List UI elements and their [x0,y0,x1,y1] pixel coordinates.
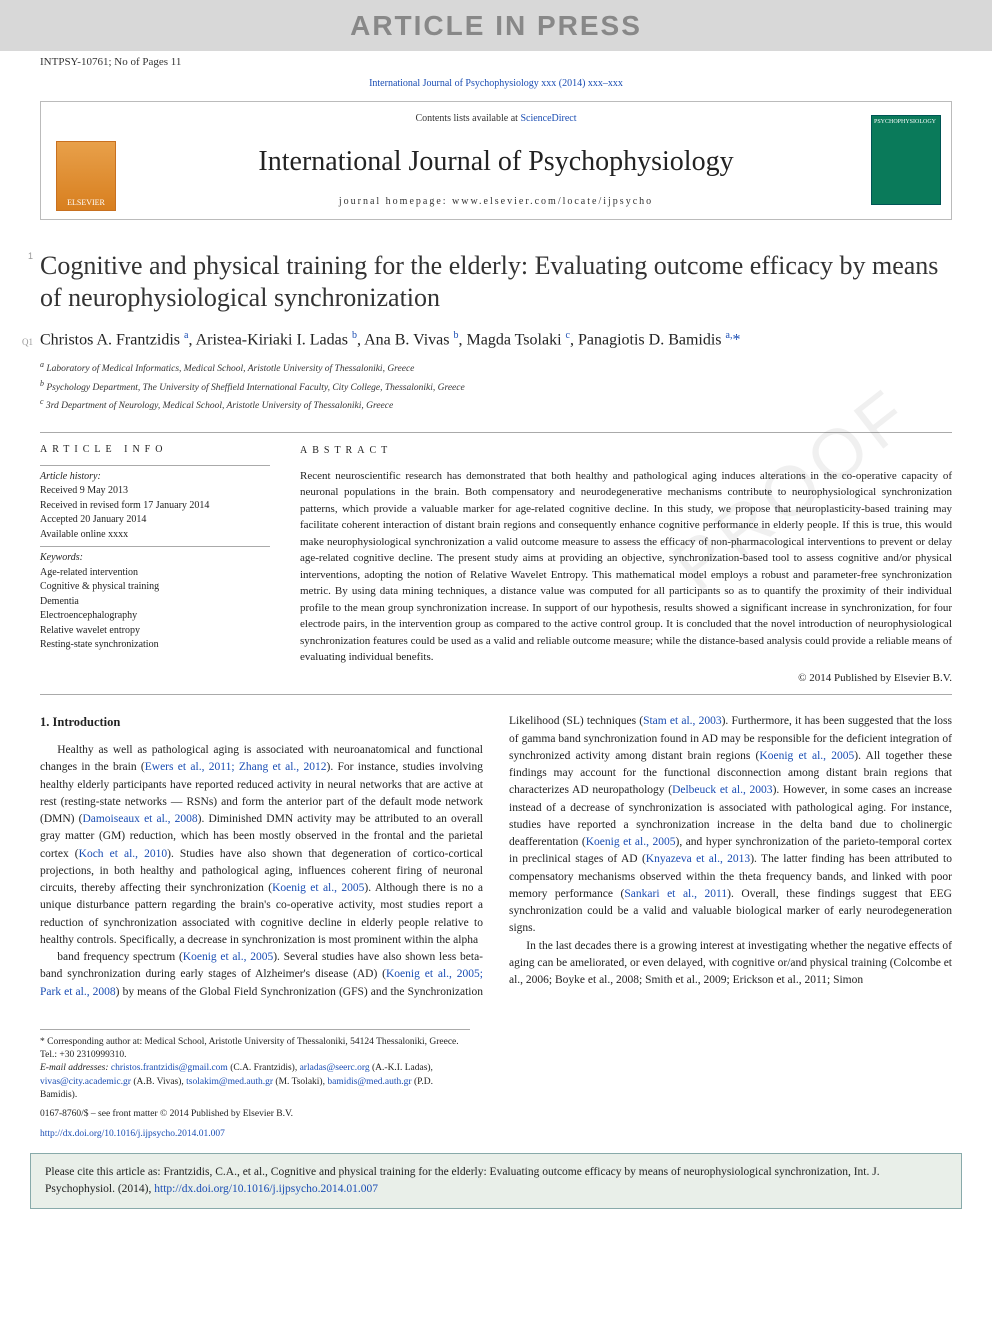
journal-masthead: ELSEVIER Contents lists available at Sci… [40,101,952,220]
abstract-column: abstract Recent neuroscientific research… [300,443,952,687]
journal-reference-line: International Journal of Psychophysiolog… [0,71,992,101]
affiliation-a: a Laboratory of Medical Informatics, Med… [40,359,952,376]
section-1-heading: 1. Introduction [40,713,483,732]
keyword: Age-related intervention [40,567,138,578]
keyword: Dementia [40,596,79,607]
keyword: Relative wavelet entropy [40,625,140,636]
keyword: Cognitive & physical training [40,581,159,592]
keyword: Resting-state synchronization [40,639,159,650]
affiliations: a Laboratory of Medical Informatics, Med… [40,359,952,413]
document-id: INTPSY-10761; No of Pages 11 [0,51,992,70]
journal-cover-thumbnail: PSYCHOPHYSIOLOGY [871,115,941,205]
online-date: Available online xxxx [40,529,128,540]
email-addresses-line: E-mail addresses: christos.frantzidis@gm… [40,1062,470,1102]
keyword: Electroencephalography [40,610,137,621]
elsevier-logo: ELSEVIER [56,141,116,211]
received-date: Received 9 May 2013 [40,485,128,496]
author-list: Christos A. Frantzidis a, Aristea-Kiriak… [40,329,952,352]
citation-box: Please cite this article as: Frantzidis,… [30,1153,962,1210]
revised-date: Received in revised form 17 January 2014 [40,500,209,511]
article-history: Article history: Received 9 May 2013 Rec… [40,470,270,543]
abstract-text: Recent neuroscientific research has demo… [300,468,952,666]
article-in-press-banner: ARTICLE IN PRESS [0,0,992,51]
article-body: PROOF 1 Cognitive and physical training … [0,220,992,1011]
body-two-column: 1. Introduction Healthy as well as patho… [40,713,952,1001]
abstract-heading: abstract [300,443,952,458]
intro-paragraph-1: Healthy as well as pathological aging is… [40,742,483,949]
line-number: 1 [28,250,33,263]
corresponding-author-footnote: * Corresponding author at: Medical Schoo… [40,1029,470,1102]
corresponding-address: * Corresponding author at: Medical Schoo… [40,1036,470,1063]
history-label: Article history: [40,471,101,482]
accepted-date: Accepted 20 January 2014 [40,514,146,525]
intro-paragraph-3: In the last decades there is a growing i… [509,938,952,990]
keywords-label: Keywords: [40,552,83,563]
affiliation-b: b Psychology Department, The University … [40,378,952,395]
article-info-heading: article info [40,443,270,457]
emails-label: E-mail addresses: [40,1063,109,1073]
contents-prefix: Contents lists available at [415,113,520,124]
affiliation-c: c 3rd Department of Neurology, Medical S… [40,396,952,413]
journal-reference-link[interactable]: International Journal of Psychophysiolog… [369,78,623,89]
query-marker: Q1 [22,336,33,349]
journal-homepage-line: journal homepage: www.elsevier.com/locat… [141,195,851,209]
abstract-copyright: © 2014 Published by Elsevier B.V. [300,670,952,687]
sciencedirect-link[interactable]: ScienceDirect [520,113,576,124]
front-matter-line: 0167-8760/$ – see front matter © 2014 Pu… [40,1108,952,1121]
doi-link[interactable]: http://dx.doi.org/10.1016/j.ijpsycho.201… [40,1129,225,1139]
journal-title: International Journal of Psychophysiolog… [141,142,851,181]
doi-line: http://dx.doi.org/10.1016/j.ijpsycho.201… [40,1128,952,1141]
article-info-column: article info Article history: Received 9… [40,443,270,687]
article-title: Cognitive and physical training for the … [40,250,952,315]
keywords-block: Keywords: Age-related intervention Cogni… [40,551,270,653]
contents-lists-line: Contents lists available at ScienceDirec… [141,112,851,126]
